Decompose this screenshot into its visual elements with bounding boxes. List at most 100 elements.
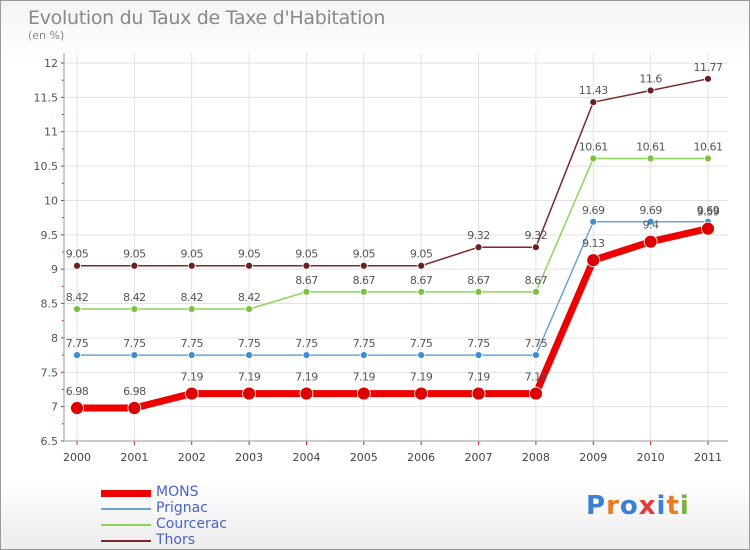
logo-letter: o — [619, 491, 639, 521]
data-label-mons: 7.19 — [295, 371, 318, 384]
legend-swatch — [101, 524, 151, 526]
data-point-courcerac — [589, 154, 598, 163]
data-label-mons: 7.19 — [525, 371, 548, 384]
data-label-mons: 7.19 — [180, 371, 203, 384]
data-point-prignac — [302, 351, 311, 359]
data-point-courcerac — [302, 287, 311, 296]
data-point-courcerac — [417, 287, 426, 296]
logo-letter: i — [679, 491, 690, 521]
data-label-prignac: 7.75 — [238, 337, 261, 350]
data-label-courcerac: 10.61 — [636, 141, 665, 154]
data-label-thors: 9.05 — [123, 248, 146, 261]
y-tick-label: 7 — [51, 401, 58, 414]
data-label-thors: 9.05 — [353, 248, 376, 261]
data-point-mons — [242, 386, 256, 401]
x-tick-label: 2000 — [63, 451, 91, 464]
data-label-mons: 7.19 — [353, 371, 376, 384]
legend-label: Courcerac — [156, 516, 228, 532]
data-label-prignac: 7.75 — [525, 337, 548, 350]
x-tick-label: 2007 — [465, 451, 493, 464]
data-point-courcerac — [474, 287, 483, 296]
data-point-mons — [414, 386, 429, 401]
data-label-thors: 9.05 — [238, 248, 261, 261]
data-point-courcerac — [245, 305, 253, 313]
x-tick-label: 2004 — [292, 451, 320, 464]
data-point-prignac — [73, 351, 81, 359]
data-label-thors: 9.05 — [66, 248, 89, 261]
legend-swatch — [101, 540, 151, 542]
data-point-thors — [130, 261, 139, 270]
data-label-courcerac: 8.42 — [66, 291, 89, 304]
y-tick-label: 10 — [44, 194, 58, 207]
data-point-mons — [529, 386, 543, 401]
data-label-thors: 9.32 — [467, 229, 490, 242]
x-tick-label: 2001 — [120, 451, 148, 464]
logo-letter: t — [666, 491, 680, 521]
y-tick-label: 9.5 — [41, 229, 59, 242]
data-point-prignac — [417, 351, 426, 359]
data-point-thors — [646, 86, 655, 95]
data-point-thors — [704, 74, 712, 83]
y-tick-label: 6.5 — [41, 435, 59, 448]
data-point-mons — [701, 221, 715, 236]
x-tick-label: 2008 — [522, 451, 550, 464]
y-tick-label: 9 — [51, 263, 58, 276]
legend-swatch — [101, 508, 151, 510]
data-point-thors — [417, 261, 426, 270]
data-label-prignac: 7.75 — [467, 337, 490, 350]
data-point-prignac — [245, 351, 253, 359]
series-line-mons — [73, 225, 712, 412]
data-point-mons — [299, 386, 314, 401]
data-label-prignac: 7.75 — [180, 337, 203, 350]
data-label-mons: 7.19 — [410, 371, 433, 384]
data-point-mons — [184, 386, 199, 401]
chart-subtitle: (en %) — [28, 29, 65, 42]
data-label-prignac: 9.69 — [639, 204, 662, 217]
data-label-courcerac: 10.61 — [694, 141, 723, 154]
legend-swatch — [101, 489, 151, 497]
data-point-thors — [359, 261, 368, 270]
data-label-prignac: 7.75 — [410, 337, 433, 350]
x-tick-label: 2005 — [350, 451, 378, 464]
data-point-courcerac — [73, 305, 81, 313]
data-label-thors: 9.32 — [525, 229, 548, 242]
data-point-thors — [187, 261, 196, 270]
data-label-mons: 7.19 — [467, 371, 490, 384]
series-line-thors — [76, 78, 709, 267]
legend-label: Thors — [156, 532, 196, 548]
data-point-courcerac — [704, 154, 712, 163]
x-tick-label: 2009 — [579, 451, 607, 464]
data-point-prignac — [187, 351, 196, 359]
data-label-courcerac: 10.61 — [579, 141, 608, 154]
data-point-thors — [474, 243, 483, 252]
data-point-mons — [356, 386, 371, 401]
data-label-thors: 9.05 — [180, 248, 203, 261]
legend-label: MONS — [156, 484, 199, 500]
data-point-prignac — [474, 351, 483, 359]
data-label-prignac: 7.75 — [123, 337, 146, 350]
y-tick-label: 8.5 — [41, 298, 59, 311]
logo-letter: i — [656, 491, 667, 521]
data-point-mons — [471, 386, 486, 401]
proxiti-logo: Proxiti — [586, 491, 690, 521]
data-label-mons: 7.19 — [238, 371, 261, 384]
data-label-mons: 9.59 — [697, 206, 720, 219]
y-tick-label: 10.5 — [34, 160, 59, 173]
chart-title: Evolution du Taux de Taxe d'Habitation — [28, 7, 386, 29]
series-line-prignac — [76, 221, 709, 356]
data-point-prignac — [532, 351, 540, 359]
y-tick-label: 8 — [51, 332, 58, 345]
data-label-courcerac: 8.42 — [238, 291, 261, 304]
data-point-courcerac — [646, 154, 655, 163]
x-tick-label: 2011 — [694, 451, 722, 464]
data-label-thors: 11.43 — [579, 84, 608, 97]
x-tick-label: 2002 — [178, 451, 206, 464]
y-tick-label: 11 — [44, 126, 58, 139]
data-label-mons: 9.4 — [643, 219, 659, 232]
data-label-mons: 6.98 — [123, 385, 146, 398]
logo-letter: r — [606, 491, 620, 521]
data-point-prignac — [359, 351, 368, 359]
data-point-thors — [302, 261, 311, 270]
logo-letter: x — [638, 491, 657, 521]
